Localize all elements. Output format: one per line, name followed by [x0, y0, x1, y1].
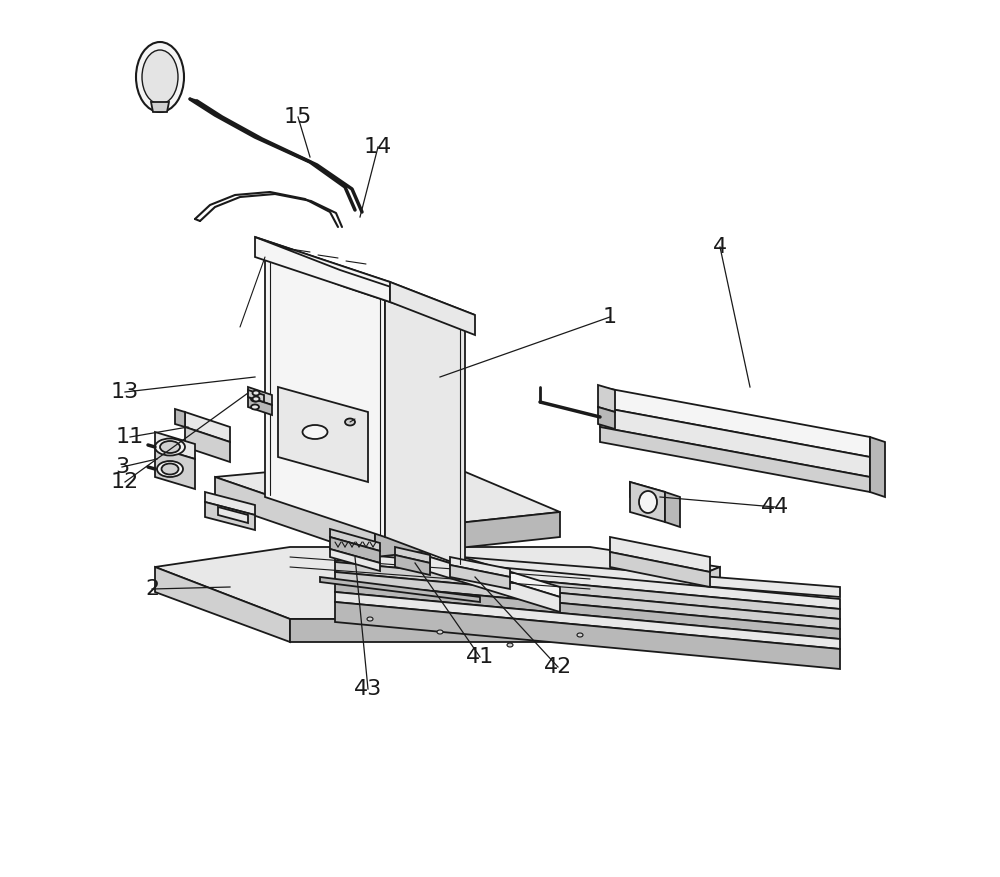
Polygon shape [335, 572, 840, 629]
Text: 14: 14 [364, 137, 392, 157]
Ellipse shape [155, 438, 185, 455]
Polygon shape [395, 547, 430, 563]
Text: 11: 11 [116, 427, 144, 447]
Ellipse shape [252, 396, 260, 402]
Ellipse shape [252, 390, 260, 396]
Ellipse shape [302, 425, 328, 439]
Polygon shape [278, 387, 368, 482]
Polygon shape [205, 502, 255, 530]
Polygon shape [215, 477, 375, 557]
Ellipse shape [639, 491, 657, 513]
Polygon shape [335, 602, 840, 669]
Text: 4: 4 [713, 237, 727, 257]
Ellipse shape [160, 441, 180, 453]
Text: 2: 2 [145, 579, 159, 599]
Polygon shape [330, 529, 380, 551]
Text: 42: 42 [544, 657, 572, 677]
Polygon shape [320, 577, 480, 602]
Polygon shape [598, 385, 615, 412]
Polygon shape [450, 557, 510, 577]
Polygon shape [185, 412, 230, 442]
Polygon shape [870, 437, 885, 497]
Polygon shape [385, 297, 465, 567]
Polygon shape [430, 557, 560, 612]
Text: 43: 43 [354, 679, 382, 699]
Text: 41: 41 [466, 647, 494, 667]
Ellipse shape [142, 50, 178, 104]
Polygon shape [290, 619, 590, 642]
Polygon shape [590, 567, 720, 642]
Polygon shape [410, 552, 430, 572]
Polygon shape [395, 555, 430, 575]
Polygon shape [600, 407, 870, 477]
Ellipse shape [136, 42, 184, 112]
Polygon shape [390, 282, 475, 335]
Polygon shape [248, 397, 272, 415]
Ellipse shape [251, 396, 259, 402]
Polygon shape [450, 565, 510, 589]
Ellipse shape [577, 633, 583, 637]
Text: 1: 1 [603, 307, 617, 327]
Polygon shape [255, 237, 390, 302]
Ellipse shape [437, 630, 443, 634]
Polygon shape [248, 390, 264, 402]
Text: 15: 15 [284, 107, 312, 127]
Polygon shape [630, 482, 665, 507]
Polygon shape [155, 547, 720, 619]
Text: 12: 12 [111, 472, 139, 492]
Polygon shape [375, 512, 560, 557]
Ellipse shape [367, 617, 373, 621]
Polygon shape [215, 457, 560, 532]
Polygon shape [265, 257, 385, 537]
Text: 44: 44 [761, 497, 789, 517]
Polygon shape [185, 427, 230, 462]
Polygon shape [151, 102, 169, 112]
Polygon shape [665, 492, 680, 527]
Ellipse shape [251, 404, 259, 410]
Polygon shape [598, 407, 615, 429]
Polygon shape [630, 482, 665, 522]
Ellipse shape [345, 418, 355, 425]
Polygon shape [155, 567, 290, 642]
Polygon shape [335, 562, 840, 619]
Polygon shape [335, 547, 840, 597]
Polygon shape [610, 552, 710, 587]
Ellipse shape [157, 461, 183, 477]
Polygon shape [600, 427, 870, 492]
Polygon shape [205, 492, 255, 515]
Polygon shape [610, 537, 710, 572]
Polygon shape [335, 582, 840, 639]
Polygon shape [600, 387, 870, 457]
Polygon shape [248, 387, 272, 405]
Text: 3: 3 [115, 457, 129, 477]
Polygon shape [335, 592, 840, 649]
Polygon shape [330, 537, 380, 563]
Ellipse shape [507, 643, 513, 647]
Polygon shape [155, 447, 195, 489]
Ellipse shape [162, 464, 178, 474]
Polygon shape [175, 409, 185, 427]
Text: 13: 13 [111, 382, 139, 402]
Polygon shape [265, 257, 465, 327]
Polygon shape [430, 547, 560, 597]
Polygon shape [335, 552, 840, 609]
Polygon shape [218, 507, 248, 523]
Polygon shape [155, 432, 195, 459]
Polygon shape [330, 549, 380, 571]
Polygon shape [255, 237, 475, 315]
